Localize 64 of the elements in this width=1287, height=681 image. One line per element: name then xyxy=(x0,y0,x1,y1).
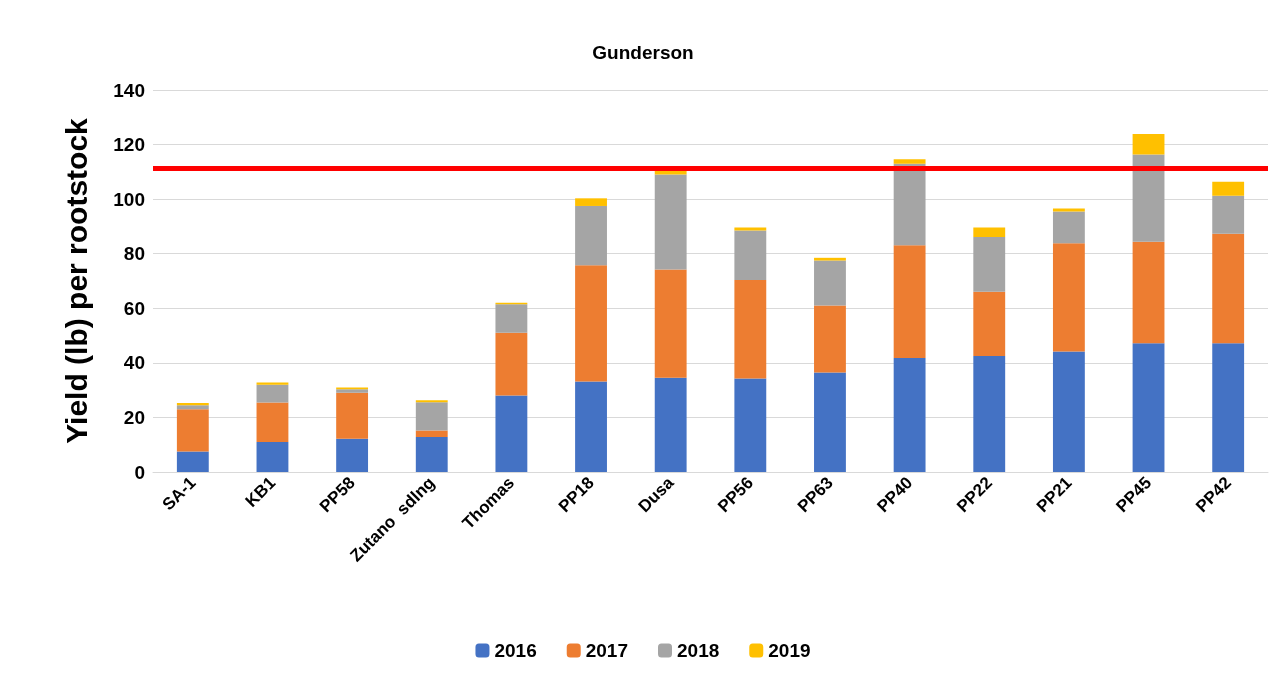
bar xyxy=(814,260,846,306)
y-tick-label: 40 xyxy=(123,352,145,374)
legend-label: 2019 xyxy=(768,640,811,661)
bar xyxy=(495,395,528,472)
legend-label: 2017 xyxy=(585,640,629,661)
bar xyxy=(1052,351,1085,472)
bar xyxy=(336,438,369,472)
bar xyxy=(176,409,209,452)
bar xyxy=(415,430,448,438)
y-tick-label: 100 xyxy=(113,188,145,210)
bar xyxy=(256,441,289,472)
bar xyxy=(893,357,926,472)
bar xyxy=(654,269,687,378)
bar xyxy=(176,451,209,472)
y-tick-label: 80 xyxy=(123,243,145,265)
y-axis-title: Yield (lb) per rootstock xyxy=(59,117,93,444)
bar xyxy=(654,377,687,472)
bar xyxy=(893,163,926,246)
bar xyxy=(176,402,209,406)
bar xyxy=(1132,241,1165,344)
legend-label: 2016 xyxy=(494,640,537,661)
bar xyxy=(495,304,528,333)
bar xyxy=(575,381,607,472)
bar xyxy=(575,265,607,382)
bar xyxy=(1052,208,1085,212)
bar xyxy=(973,291,1006,357)
legend-label: 2018 xyxy=(677,640,720,661)
y-tick-label: 140 xyxy=(113,79,145,101)
bar xyxy=(814,305,846,373)
bar xyxy=(336,392,369,439)
bar xyxy=(415,402,448,431)
chart-title: Gunderson xyxy=(592,42,694,63)
bar xyxy=(1132,154,1165,242)
bar xyxy=(256,384,289,403)
y-tick-label: 120 xyxy=(113,134,145,156)
bar xyxy=(814,257,846,261)
bar xyxy=(893,159,926,164)
y-tick-label: 60 xyxy=(123,297,145,319)
bar xyxy=(1052,243,1085,352)
bar xyxy=(1212,195,1245,234)
bar xyxy=(734,279,767,379)
bar xyxy=(893,245,926,358)
bar xyxy=(734,230,767,280)
bar xyxy=(1052,211,1085,244)
bar xyxy=(575,198,607,206)
bar xyxy=(176,405,209,410)
bar xyxy=(734,378,767,472)
bar xyxy=(1212,343,1245,472)
bar xyxy=(973,356,1006,472)
bar xyxy=(973,237,1006,292)
bar xyxy=(256,402,289,442)
bar xyxy=(1212,233,1245,344)
bar xyxy=(1132,343,1165,472)
bar xyxy=(654,174,687,270)
y-tick-label: 0 xyxy=(134,461,145,483)
bar xyxy=(415,437,448,472)
bar xyxy=(973,227,1006,238)
bar xyxy=(495,332,528,396)
y-tick-label: 20 xyxy=(123,406,145,428)
bar xyxy=(1132,133,1165,155)
bar xyxy=(814,372,846,472)
bar xyxy=(1212,181,1245,196)
bar xyxy=(575,205,607,266)
bar xyxy=(734,227,767,231)
